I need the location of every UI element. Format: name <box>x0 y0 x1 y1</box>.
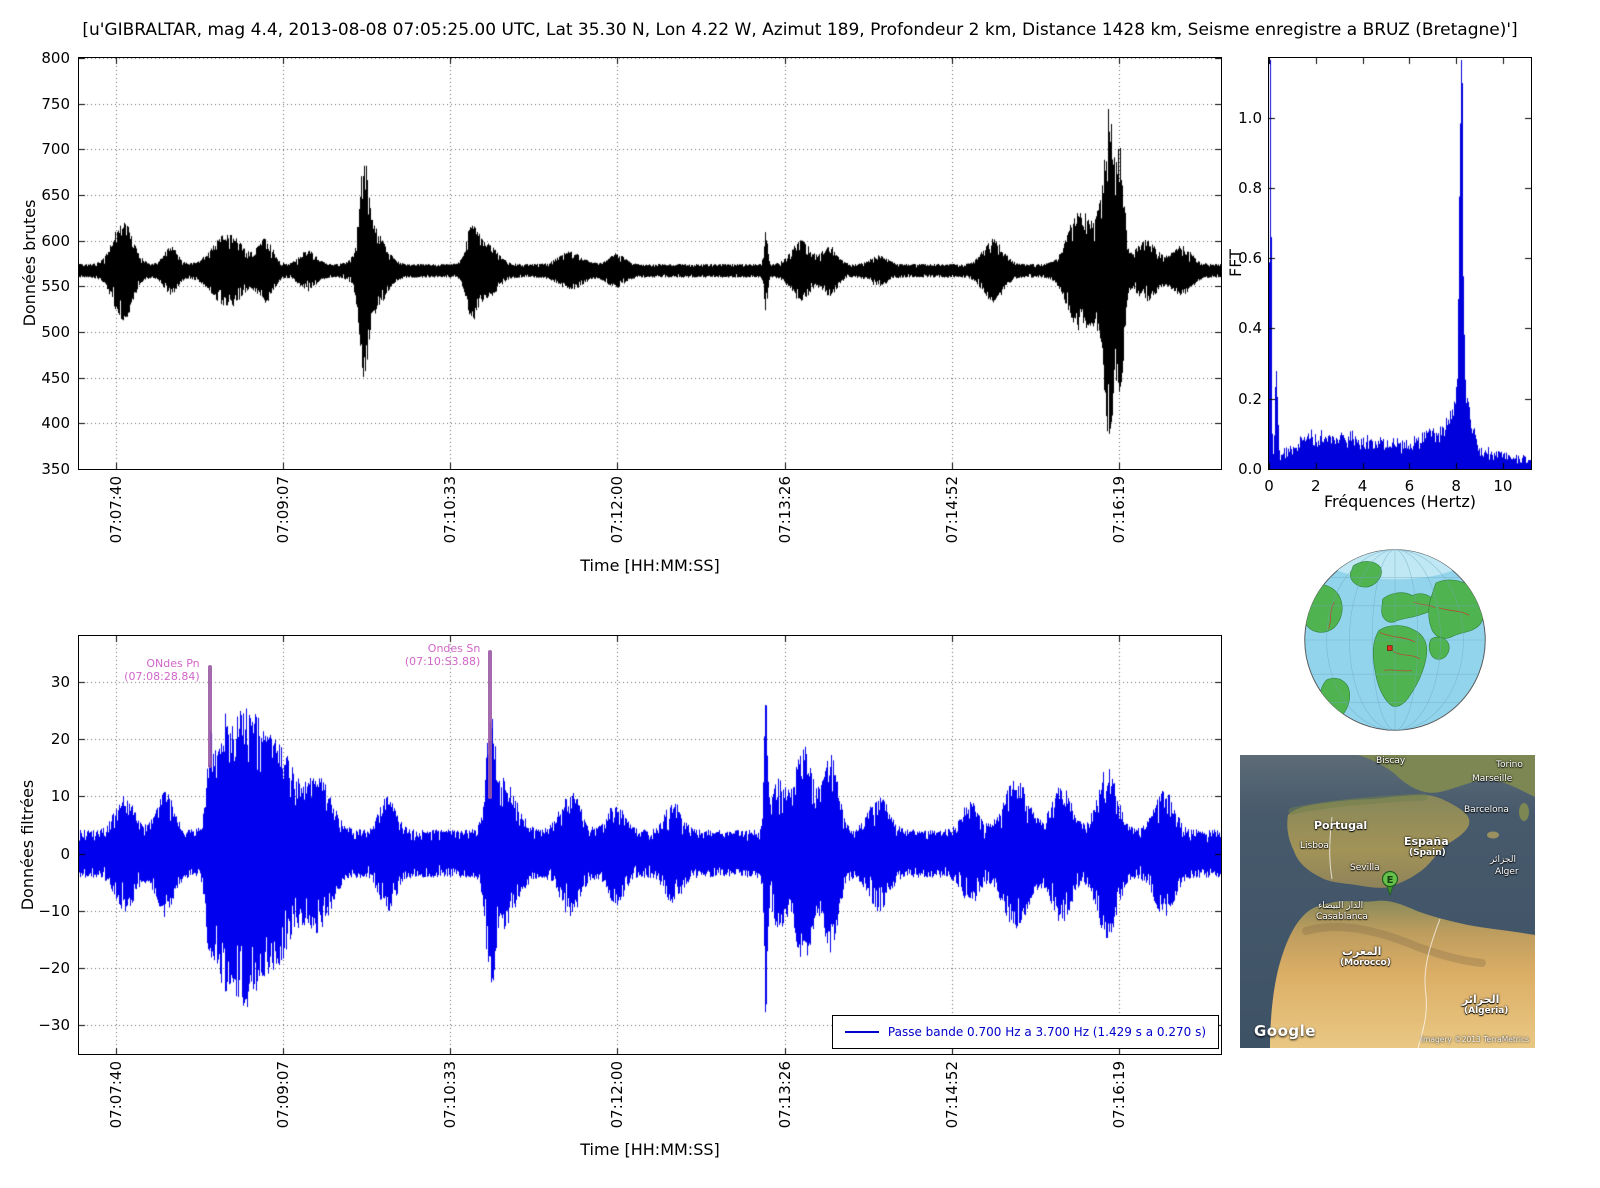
y-tick-label: 30 <box>50 672 70 691</box>
y-tick-label: 700 <box>41 140 70 159</box>
y-tick-label: −20 <box>38 959 70 978</box>
filtered-seismogram-canvas <box>79 636 1221 1054</box>
y-tick-label: 0.8 <box>1238 178 1262 197</box>
map-place-label: Torino <box>1496 760 1523 770</box>
globe-graticule <box>1304 549 1486 731</box>
x-tick-label: 6 <box>1404 477 1415 495</box>
fft-xlabel: Fréquences (Hertz) <box>1323 492 1477 511</box>
y-tick-label: 750 <box>41 94 70 113</box>
map-place-label: المغرب <box>1342 945 1382 958</box>
raw-seismogram-plot <box>78 57 1222 470</box>
globe-epicenter-marker <box>1387 645 1393 651</box>
map-image: E Biscay Torino Marseille Barcelona Portugal… <box>1240 755 1535 1048</box>
y-tick-label: 450 <box>41 368 70 387</box>
raw-xlabel: Time [HH:MM:SS] <box>580 556 720 575</box>
legend-label: Passe bande 0.700 Hz a 3.700 Hz (1.429 s… <box>887 1025 1206 1039</box>
x-tick-label: 07:13:26 <box>775 1061 794 1129</box>
x-tick-label: 07:07:40 <box>106 1061 125 1129</box>
x-tick-label: 07:07:40 <box>106 476 125 544</box>
map-epicenter-marker: E <box>1381 870 1399 897</box>
annotation-label: ONdes Pn (07:08:28.84) <box>124 656 200 683</box>
x-tick-label: 07:10:33 <box>441 476 460 544</box>
x-tick-label: 07:16:19 <box>1110 1061 1129 1129</box>
x-tick-label: 07:12:00 <box>608 1061 627 1129</box>
map-place-label: (Spain) <box>1409 848 1446 858</box>
filtered-xlabel: Time [HH:MM:SS] <box>580 1140 720 1159</box>
map-iberia <box>1287 795 1470 888</box>
legend: Passe bande 0.700 Hz a 3.700 Hz (1.429 s… <box>831 1015 1219 1049</box>
map-place-label: Casablanca <box>1316 912 1368 922</box>
y-tick-label: 0.0 <box>1238 460 1262 478</box>
map-place-label: الدار البيضاء <box>1318 901 1364 911</box>
map-place-label: Lisboa <box>1300 841 1329 851</box>
y-tick-label: 600 <box>41 231 70 250</box>
legend-line-sample <box>844 1031 879 1033</box>
x-tick-label: 07:16:19 <box>1110 476 1129 544</box>
fft-canvas <box>1269 58 1531 469</box>
x-tick-label: 07:14:52 <box>942 1061 961 1129</box>
x-tick-label: 07:12:00 <box>608 476 627 544</box>
map-place-label: (Morocco) <box>1340 958 1391 968</box>
annotation-label: Ondes Sn (07:10:S3.88) <box>404 642 481 669</box>
y-tick-label: 550 <box>41 277 70 296</box>
map-place-label: España <box>1404 835 1449 848</box>
figure-title: [u'GIBRALTAR, mag 4.4, 2013-08-08 07:05:… <box>82 20 1518 40</box>
map-place-label: Portugal <box>1314 819 1368 832</box>
map-place-label: (Algeria) <box>1464 1006 1509 1016</box>
map-place-label: الجزائر <box>1490 855 1516 865</box>
y-tick-label: 350 <box>41 460 70 478</box>
y-tick-label: 800 <box>41 49 70 67</box>
map-place-label: Alger <box>1495 867 1519 877</box>
y-tick-label: 0 <box>60 844 70 863</box>
x-tick-label: 07:09:07 <box>274 1061 293 1129</box>
x-tick-label: 2 <box>1311 477 1321 495</box>
map-place-label: Marseille <box>1472 774 1513 784</box>
map-labels-layer: Biscay Torino Marseille Barcelona Portugal Li… <box>1240 755 1535 1048</box>
google-logo: Google <box>1254 1022 1316 1040</box>
y-tick-label: 500 <box>41 323 70 341</box>
y-tick-label: −10 <box>38 901 70 920</box>
map-place-label: الجزائر <box>1462 993 1500 1006</box>
map-place-label: Sevilla <box>1350 863 1380 873</box>
y-tick-label: −30 <box>38 1016 70 1035</box>
map-terrain-svg: E <box>1240 755 1535 1048</box>
y-tick-label: 650 <box>41 186 70 204</box>
x-tick-label: 07:10:33 <box>441 1061 460 1129</box>
map-place-label: Barcelona <box>1464 805 1509 815</box>
x-tick-label: 07:14:52 <box>942 476 961 544</box>
annotation-line <box>207 664 212 768</box>
y-tick-label: 1.0 <box>1238 108 1262 127</box>
globe-borders <box>1328 601 1470 672</box>
y-tick-label: 10 <box>50 787 70 806</box>
x-tick-label: 07:13:26 <box>775 476 794 544</box>
annotation-line <box>488 650 493 800</box>
x-tick-label: 4 <box>1357 477 1368 495</box>
x-tick-label: 0 <box>1264 477 1274 495</box>
x-tick-label: 10 <box>1493 477 1513 495</box>
x-tick-label: 07:09:07 <box>274 476 293 544</box>
raw-seismogram-canvas <box>79 58 1221 469</box>
map-marker-letter: E <box>1387 875 1394 886</box>
globe-image <box>1300 545 1490 735</box>
x-tick-label: 8 <box>1451 477 1461 495</box>
map-france <box>1358 755 1535 797</box>
y-tick-label: 0.2 <box>1238 389 1262 408</box>
y-tick-label: 400 <box>41 414 70 433</box>
globe-svg <box>1304 549 1486 731</box>
y-tick-label: 0.4 <box>1238 319 1262 338</box>
map-north-africa <box>1270 900 1535 1048</box>
y-tick-label: 0.6 <box>1238 249 1262 268</box>
fft-plot <box>1268 57 1532 470</box>
map-place-label: Biscay <box>1376 756 1406 766</box>
filtered-seismogram-plot <box>78 635 1222 1055</box>
y-tick-label: 20 <box>50 730 70 749</box>
map-attribution: Imagery ©2013 TerraMetrics <box>1420 1035 1529 1044</box>
